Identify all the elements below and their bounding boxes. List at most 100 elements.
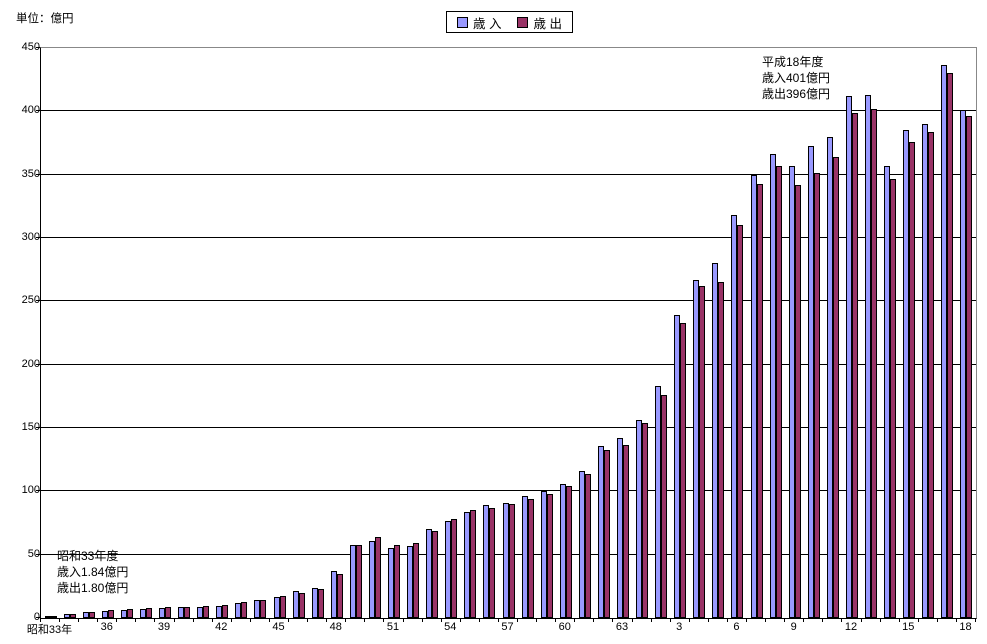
x-tick-mark [59, 618, 61, 622]
x-tick-label: 昭和33年 [26, 624, 73, 636]
x-tick-mark [860, 618, 862, 622]
bar-expenditure [184, 606, 191, 618]
gridline [41, 427, 976, 428]
bar-revenue [388, 548, 394, 618]
bar-expenditure [851, 112, 858, 618]
bar-revenue [578, 471, 585, 618]
bar-expenditure [775, 165, 782, 618]
bar-expenditure [145, 607, 152, 618]
bar-revenue [712, 263, 719, 618]
gridline [41, 110, 976, 112]
bar-expenditure [718, 282, 725, 618]
x-tick-mark [917, 618, 919, 622]
x-tick-label: 42 [215, 621, 228, 633]
bar-revenue [540, 491, 547, 618]
bar-expenditure [241, 602, 248, 618]
annotation-showa33: 昭和33年度 歳入1.84億円 歳出1.80億円 [57, 548, 128, 596]
annotation-showa33-line2: 歳入1.84億円 [57, 565, 129, 579]
legend-label-expenditure: 歳 出 [533, 16, 562, 31]
bar-revenue [960, 110, 967, 618]
y-tick-mark [36, 47, 40, 48]
bar-expenditure [88, 611, 95, 618]
y-tick-label: 150 [21, 421, 40, 433]
bar-revenue [750, 174, 757, 618]
y-tick-mark [36, 173, 40, 175]
bar-expenditure [584, 473, 591, 618]
x-tick-mark [154, 618, 156, 622]
bar-revenue [826, 136, 833, 618]
bar-expenditure [947, 73, 954, 618]
bar-expenditure [317, 588, 324, 618]
x-tick-mark [936, 618, 938, 622]
annotation-showa33-line1: 昭和33年度 [57, 549, 119, 563]
x-tick-mark [192, 618, 194, 622]
x-tick-mark [975, 618, 976, 622]
y-tick-label: 50 [27, 547, 40, 560]
bar-expenditure [394, 544, 400, 618]
annotation-heisei18-line3: 歳出396億円 [762, 87, 831, 101]
bar-revenue [254, 600, 261, 618]
bar-revenue [139, 609, 146, 618]
bar-revenue [311, 587, 318, 618]
x-tick-mark [726, 618, 728, 622]
bar-expenditure [603, 449, 610, 618]
x-tick-label: 63 [615, 621, 629, 633]
y-tick-label: 400 [21, 104, 40, 117]
bar-expenditure [203, 606, 210, 618]
x-tick-mark [288, 618, 290, 622]
bar-revenue [941, 64, 948, 618]
x-tick-label: 51 [386, 621, 400, 633]
bar-expenditure [756, 183, 763, 618]
x-tick-mark [345, 618, 347, 622]
x-tick-mark [536, 618, 538, 622]
bar-revenue [616, 438, 623, 618]
x-tick-mark [307, 618, 309, 622]
annotation-heisei18: 平成18年度 歳入401億円 歳出396億円 [762, 54, 830, 102]
bar-expenditure [451, 519, 458, 618]
x-tick-label: 57 [501, 621, 514, 633]
x-tick-mark [135, 618, 137, 622]
bar-expenditure [374, 536, 381, 618]
x-tick-mark [78, 618, 80, 622]
x-tick-mark [97, 618, 99, 622]
x-tick-mark [593, 618, 595, 622]
annotation-heisei18-line2: 歳入401億円 [762, 71, 831, 85]
bar-revenue [464, 511, 471, 618]
bar-revenue [216, 606, 223, 618]
x-tick-label: 18 [959, 621, 972, 633]
bar-expenditure [222, 605, 229, 618]
bar-revenue [426, 529, 433, 618]
bar-expenditure [527, 498, 534, 618]
y-tick-label: 350 [21, 167, 40, 180]
bar-revenue [559, 483, 566, 618]
bar-expenditure [298, 592, 305, 618]
x-tick-mark [879, 618, 881, 622]
bar-revenue [903, 130, 910, 618]
bar-expenditure [642, 422, 649, 618]
x-tick-mark [688, 618, 690, 622]
bar-expenditure [909, 141, 916, 618]
bar-expenditure [871, 108, 878, 618]
bar-expenditure [699, 286, 706, 618]
bar-expenditure [890, 178, 897, 618]
x-tick-mark [650, 618, 652, 622]
bar-revenue [368, 540, 375, 618]
x-tick-label: 60 [558, 621, 571, 633]
bar-expenditure [794, 184, 801, 618]
x-tick-mark [497, 618, 499, 622]
y-tick-label: 100 [21, 484, 40, 497]
bar-expenditure [69, 613, 76, 618]
x-tick-mark [841, 618, 843, 622]
bar-expenditure [832, 156, 839, 618]
x-tick-mark [574, 618, 576, 622]
x-tick-mark [478, 618, 480, 622]
x-tick-label: 39 [157, 621, 171, 633]
bar-expenditure [546, 493, 553, 618]
x-tick-mark [383, 618, 385, 622]
bar-expenditure [260, 599, 267, 618]
gridline [41, 300, 976, 302]
y-tick-mark [36, 427, 40, 428]
bar-expenditure [432, 530, 439, 618]
x-tick-mark [955, 618, 957, 622]
x-tick-mark [249, 618, 251, 622]
